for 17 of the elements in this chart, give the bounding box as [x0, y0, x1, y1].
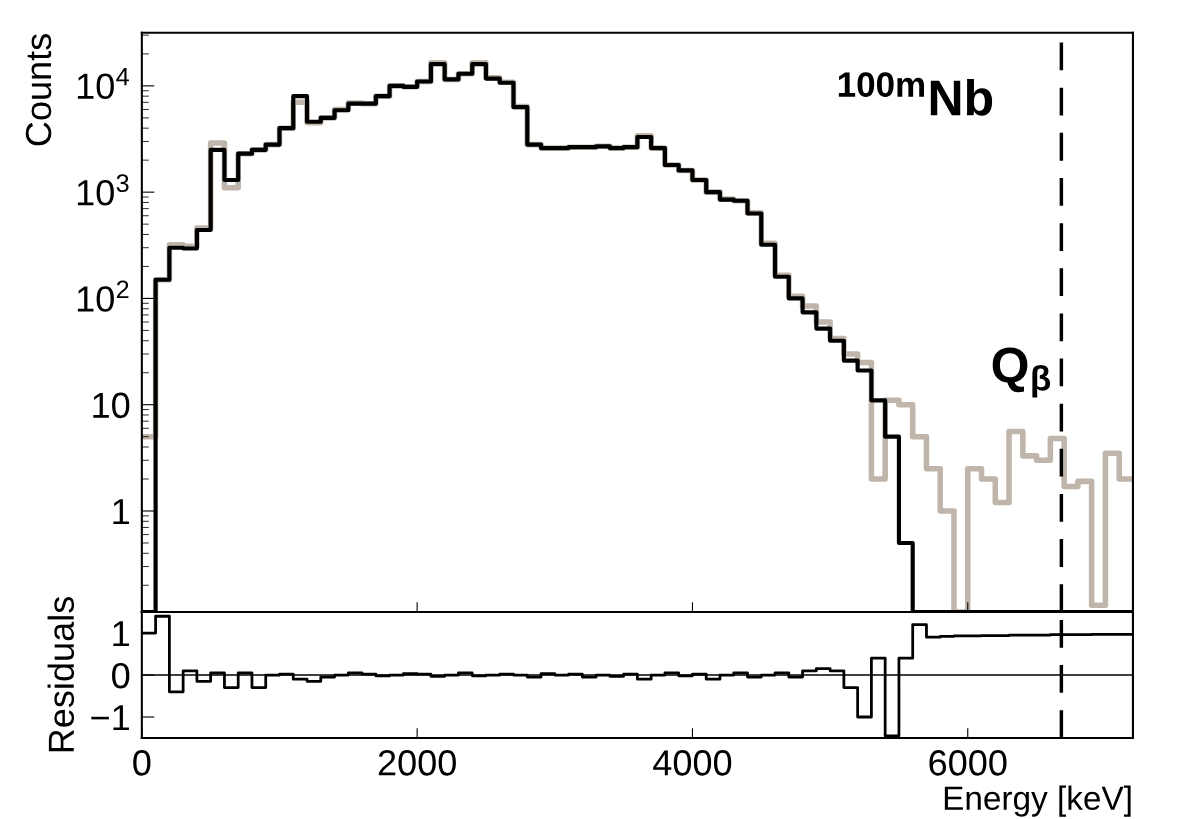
- y-tick-label: 10$^{2}$: [77, 280, 129, 312]
- x-tick-label: 0: [133, 750, 151, 776]
- x-tick-label: 4000: [653, 750, 732, 776]
- y-tick-label: 1: [113, 499, 129, 525]
- annotation: $^{100m}$Nb: [838, 72, 993, 116]
- x-axis-title: Energy [keV]: [944, 785, 1131, 817]
- y-axis-title: Residuals: [47, 597, 75, 752]
- y-tick-label: 10: [93, 392, 130, 419]
- y-tick-label: 0: [112, 662, 130, 689]
- y-tick-label: −1: [91, 705, 129, 731]
- y-tick-label: 1: [113, 621, 129, 647]
- y-tick-label: 10$^{3}$: [77, 174, 129, 206]
- annotation: Q$_{β}$: [992, 347, 1051, 398]
- x-tick-label: 2000: [378, 750, 456, 776]
- y-axis-title: Counts: [25, 34, 52, 146]
- y-tick-label: 10$^{4}$: [77, 67, 129, 99]
- x-tick-label: 6000: [929, 750, 1007, 776]
